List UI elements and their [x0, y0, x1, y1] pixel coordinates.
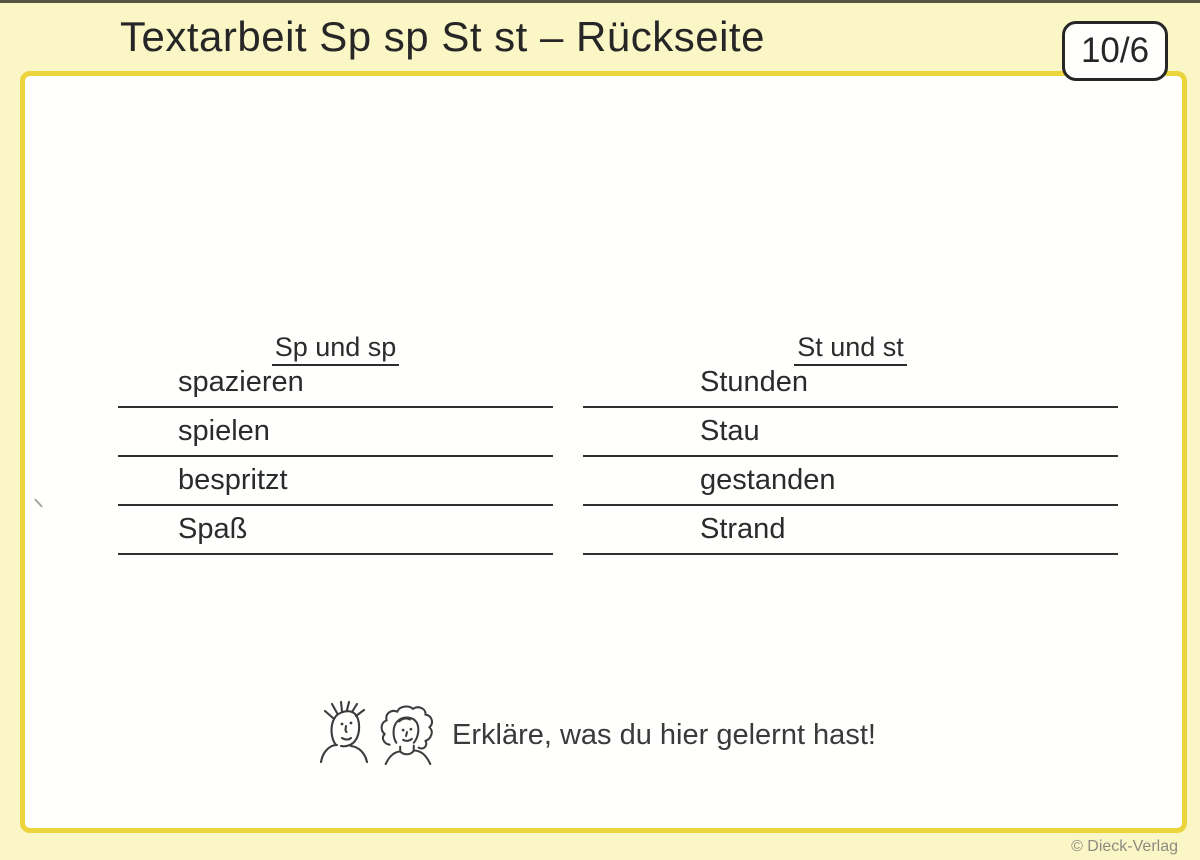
page-number: 10/6 — [1080, 31, 1150, 70]
worksheet-panel — [20, 71, 1187, 833]
word: gestanden — [700, 464, 836, 496]
word-row: Strand — [583, 506, 1118, 555]
word: Stunden — [700, 366, 809, 398]
girl-face-icon — [376, 704, 438, 771]
word: Strand — [700, 513, 786, 545]
word: bespritzt — [178, 464, 288, 496]
boy-face-icon — [319, 700, 369, 768]
word-column-sp: Sp und sp spazieren spielen bespritzt Sp… — [118, 332, 553, 555]
page-title: Textarbeit Sp sp St st – Rückseite — [120, 13, 765, 60]
word-row: spazieren — [118, 359, 553, 408]
prompt-row: Erkläre, was du hier gelernt hast! — [319, 698, 876, 771]
word: spazieren — [178, 366, 304, 398]
word-row: gestanden — [583, 457, 1118, 506]
word-row: Spaß — [118, 506, 553, 555]
page-number-badge: 10/6 — [1062, 21, 1168, 81]
prompt-text: Erkläre, was du hier gelernt hast! — [452, 719, 876, 751]
word-column-st: St und st Stunden Stau gestanden Strand — [583, 332, 1118, 555]
word-row: Stau — [583, 408, 1118, 457]
word: Spaß — [178, 513, 248, 545]
word: Stau — [700, 415, 760, 447]
scan-edge-artifact — [0, 0, 1200, 3]
word-rows-sp: spazieren spielen bespritzt Spaß — [118, 359, 553, 555]
word-row: spielen — [118, 408, 553, 457]
column-header-sp: Sp und sp — [118, 334, 553, 366]
column-header-st: St und st — [583, 334, 1118, 366]
word-row: Stunden — [583, 359, 1118, 408]
word-row: bespritzt — [118, 457, 553, 506]
word-rows-st: Stunden Stau gestanden Strand — [583, 359, 1118, 555]
word: spielen — [178, 415, 270, 447]
publisher-credit: © Dieck-Verlag — [1071, 838, 1178, 855]
